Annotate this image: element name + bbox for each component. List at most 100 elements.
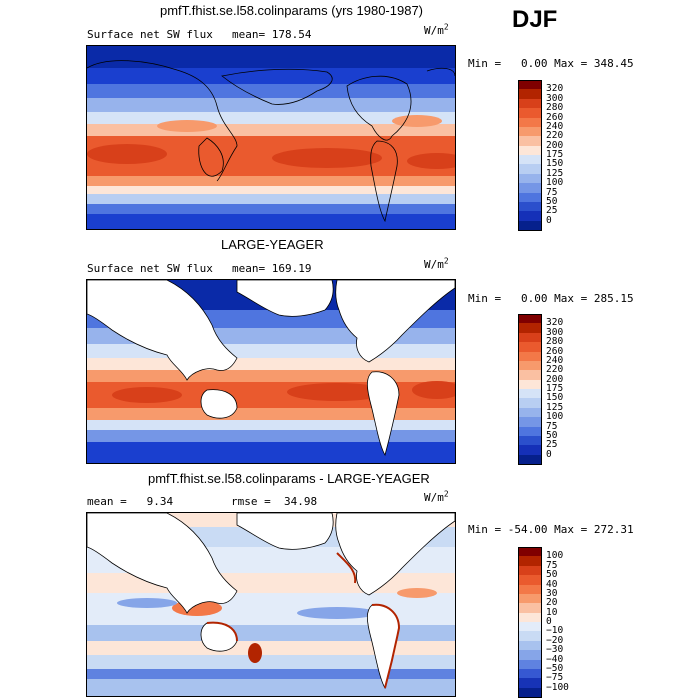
colorbar-tick-label: 50: [546, 195, 558, 207]
colorbar-tick-label: −50: [546, 662, 564, 674]
colorbar-swatch: [518, 678, 542, 688]
panel1-colorbar: 320 300 280 260 240 220 200 175 150 125 100 75 50 25 0: [518, 80, 578, 231]
panel2-variable-label: Surface net SW flux: [87, 262, 213, 275]
colorbar-tick-label: 220: [546, 130, 564, 142]
colorbar-swatch: [518, 351, 542, 361]
colorbar-swatch: [518, 556, 542, 566]
colorbar-swatch: [518, 417, 542, 427]
colorbar-swatch: [518, 435, 542, 446]
colorbar-tick-label: 75: [546, 559, 558, 571]
colorbar-swatch: [518, 454, 542, 465]
colorbar-tick-label: 240: [546, 120, 564, 132]
panel2-colorbar: 320 300 280 260 240 220 200 175 150 125 100 75 50 25 0: [518, 314, 578, 465]
colorbar-swatch: [518, 565, 542, 576]
colorbar-swatch: [518, 370, 542, 380]
colorbar-swatch: [518, 117, 542, 127]
colorbar-tick-label: 200: [546, 139, 564, 151]
colorbar-tick-label: 100: [546, 550, 564, 562]
colorbar-tick-label: 40: [546, 578, 558, 590]
colorbar-tick-label: 260: [546, 345, 564, 357]
colorbar-tick-label: 280: [546, 336, 564, 348]
colorbar-swatch: [518, 98, 542, 109]
colorbar-tick-label: 150: [546, 158, 564, 170]
panel1-mean-value: 178.54: [271, 28, 312, 41]
colorbar-swatch: [518, 89, 542, 99]
colorbar-swatch: [518, 407, 542, 418]
colorbar-swatch: [518, 389, 542, 399]
colorbar-swatch: [518, 164, 542, 174]
colorbar-tick-label: 320: [546, 317, 564, 329]
panel1-title: pmfT.fhist.se.l58.colinparams (yrs 1980-…: [160, 3, 424, 18]
panel3-colorbar: 100 75 50 40 30 20 10 0 −10 −20 −30 −40 −50 −75 −100: [518, 547, 578, 698]
colorbar-tick-label: 10: [546, 606, 558, 618]
colorbar-tick-label: 200: [546, 373, 564, 385]
panel1-map-field: [87, 46, 455, 229]
colorbar-swatch: [518, 650, 542, 660]
panel3-title: pmfT.fhist.se.l58.colinparams - LARGE-YE…: [148, 471, 430, 486]
colorbar-tick-label: −40: [546, 653, 564, 665]
panel2-title: LARGE-YEAGER: [221, 237, 324, 252]
colorbar-tick-label: 125: [546, 167, 564, 179]
colorbar-tick-label: −20: [546, 634, 564, 646]
colorbar-swatch: [518, 192, 542, 202]
colorbar-swatch: [518, 584, 542, 594]
colorbar-tick-label: 50: [546, 569, 558, 581]
colorbar-tick-label: 100: [546, 177, 564, 189]
colorbar-swatch: [518, 220, 542, 231]
colorbar-tick-label: 0: [546, 448, 552, 460]
panel3-min-value: -54.00: [507, 523, 548, 536]
panel3-range: Min = -54.00 Max = 272.31: [468, 523, 634, 536]
colorbar-swatch: [518, 631, 542, 641]
colorbar-swatch: [518, 612, 542, 622]
panel2-max-value: 285.15: [593, 292, 634, 305]
colorbar-swatch: [518, 659, 542, 669]
colorbar-swatch: [518, 547, 542, 558]
colorbar-tick-label: 175: [546, 149, 564, 160]
colorbar-swatch: [518, 183, 542, 193]
panel1-variable-label: Surface net SW flux: [87, 28, 213, 41]
colorbar-swatch: [518, 323, 542, 333]
colorbar-tick-label: −30: [546, 644, 564, 656]
colorbar-swatch: [518, 379, 542, 389]
colorbar-swatch: [518, 155, 542, 165]
colorbar-swatch: [518, 314, 542, 325]
panel1-map: [86, 45, 456, 230]
colorbar-tick-label: 320: [546, 83, 564, 95]
colorbar-swatch: [518, 80, 542, 91]
panel1-units: W/m2: [424, 22, 449, 37]
colorbar-tick-label: 175: [546, 383, 564, 394]
panel3-rmse-value: 34.98: [284, 495, 318, 508]
panel1-max-value: 348.45: [593, 57, 634, 70]
colorbar-swatch: [518, 145, 542, 155]
panel1-min-value: 0.00: [521, 57, 548, 70]
colorbar-swatch: [518, 603, 542, 613]
colorbar-tick-label: 75: [546, 420, 558, 432]
colorbar-swatch: [518, 445, 542, 455]
panel2-range: Min = 0.00 Max = 285.15: [468, 292, 634, 305]
panel1-mean-label: mean= 178.54: [232, 28, 312, 41]
panel3-rmse-label: rmse = 34.98: [231, 495, 318, 508]
colorbar-tick-label: 125: [546, 401, 564, 413]
colorbar-tick-label: −100: [546, 681, 569, 693]
panel2-mean-value: 169.19: [271, 262, 312, 275]
colorbar-swatch: [518, 108, 542, 118]
colorbar-swatch: [518, 332, 542, 343]
colorbar-swatch: [518, 687, 542, 698]
colorbar-tick-label: 0: [546, 214, 552, 226]
season-label: DJF: [512, 6, 558, 33]
panel3-units: W/m2: [424, 489, 449, 504]
panel1-range: Min = 0.00 Max = 348.45: [468, 57, 634, 70]
colorbar-tick-label: 240: [546, 354, 564, 366]
panel3-map-field: [87, 513, 455, 696]
colorbar-tick-label: 100: [546, 411, 564, 423]
colorbar-tick-label: 280: [546, 102, 564, 114]
colorbar-swatch: [518, 426, 542, 436]
colorbar-swatch: [518, 622, 542, 632]
colorbar-swatch: [518, 398, 542, 408]
colorbar-tick-label: 0: [546, 616, 552, 627]
panel2-mean-label: mean= 169.19: [232, 262, 312, 275]
colorbar-swatch: [518, 211, 542, 221]
panel2-min-value: 0.00: [521, 292, 548, 305]
colorbar-swatch: [518, 575, 542, 585]
colorbar-tick-label: 300: [546, 326, 564, 338]
